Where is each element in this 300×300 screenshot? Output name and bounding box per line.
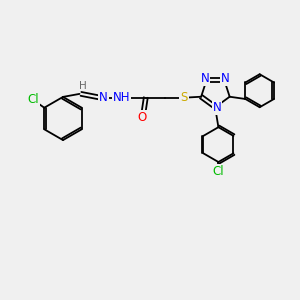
Text: Cl: Cl (27, 93, 39, 106)
Text: N: N (201, 72, 209, 85)
Text: N: N (221, 72, 230, 85)
Text: NH: NH (112, 91, 130, 104)
Text: O: O (138, 110, 147, 124)
Text: N: N (99, 91, 108, 104)
Text: S: S (180, 91, 188, 104)
Text: Cl: Cl (213, 165, 224, 178)
Text: N: N (212, 101, 221, 114)
Text: H: H (79, 80, 86, 91)
